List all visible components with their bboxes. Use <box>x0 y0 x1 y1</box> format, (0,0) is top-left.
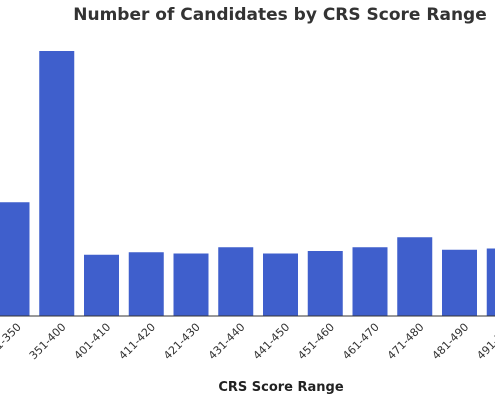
bar-401-410 <box>84 254 119 316</box>
bar-471-480 <box>397 237 433 316</box>
bar-351-400 <box>39 51 75 316</box>
bar-441-450 <box>263 253 298 316</box>
bar-411-420 <box>128 252 164 316</box>
x-tick-label-351-400: 351-400 <box>27 321 69 363</box>
x-tick-label-301-350: 301-350 <box>0 321 24 363</box>
bar-301-350 <box>0 202 30 316</box>
x-axis-label: CRS Score Range <box>218 380 344 395</box>
x-tick-label-441-450: 441-450 <box>251 321 293 363</box>
x-tick-label-401-410: 401-410 <box>72 321 114 363</box>
bar-491-500 <box>486 248 495 316</box>
x-tick-label-481-490: 481-490 <box>430 321 472 363</box>
x-tick-labels: 301-350 351-400 401-410 411-420 421-430 431-4… <box>0 321 495 363</box>
bar-451-460 <box>307 251 343 316</box>
x-tick-label-451-460: 451-460 <box>295 321 337 363</box>
x-tick-label-431-440: 431-440 <box>206 321 248 363</box>
bar-481-490 <box>442 249 477 316</box>
bars-group <box>0 51 495 316</box>
bar-461-470 <box>352 247 388 316</box>
x-tick-label-471-480: 471-480 <box>385 321 427 363</box>
bar-421-430 <box>173 253 209 316</box>
x-tick-label-421-430: 421-430 <box>161 321 203 363</box>
bar-431-440 <box>218 247 254 316</box>
x-tick-label-411-420: 411-420 <box>116 321 158 363</box>
x-tick-label-461-470: 461-470 <box>340 321 382 363</box>
x-tick-label-491-500: 491-500 <box>474 321 495 363</box>
chart-title: Number of Candidates by CRS Score Range <box>73 5 487 25</box>
